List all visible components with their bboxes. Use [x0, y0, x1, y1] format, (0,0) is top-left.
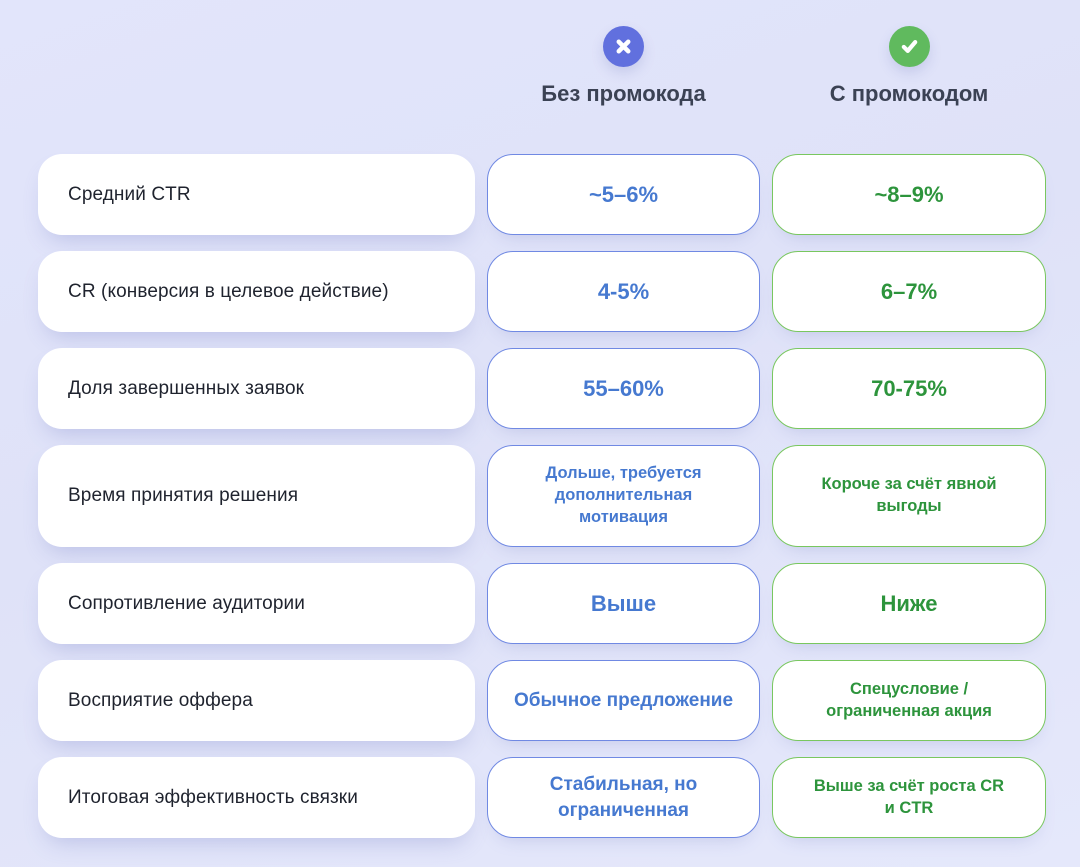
- value-with-decision-time: Короче за счёт явной выгоды: [772, 445, 1046, 547]
- row-label-decision-time: Время принятия решения: [38, 445, 475, 547]
- value-without-completed-share: 55–60%: [487, 348, 760, 429]
- value-without-overall-effectiveness: Стабильная, но ограниченная: [487, 757, 760, 838]
- value-with-avg-ctr: ~8–9%: [772, 154, 1046, 235]
- row-label-cr: CR (конверсия в целевое действие): [38, 251, 475, 332]
- value-with-overall-effectiveness: Выше за счёт роста CR и CTR: [772, 757, 1046, 838]
- row-label-overall-effectiveness: Итоговая эффективность связки: [38, 757, 475, 838]
- cross-circle-icon: [603, 26, 644, 67]
- header-with-label: С промокодом: [829, 81, 989, 106]
- value-with-cr: 6–7%: [772, 251, 1046, 332]
- value-with-completed-share: 70-75%: [772, 348, 1046, 429]
- value-without-cr: 4-5%: [487, 251, 760, 332]
- comparison-table: Средний CTR ~5–6% ~8–9% CR (конверсия в …: [38, 154, 1047, 838]
- table-header: Без промокода С промокодом: [38, 0, 1047, 130]
- value-without-offer-perception: Обычное предложение: [487, 660, 760, 741]
- header-with-promo: С промокодом: [772, 26, 1046, 130]
- value-with-offer-perception: Спецусловие / ограниченная акция: [772, 660, 1046, 741]
- header-without-label: Без промокода: [541, 81, 706, 106]
- check-circle-icon: [888, 26, 930, 67]
- row-label-offer-perception: Восприятие оффера: [38, 660, 475, 741]
- header-without-promo: Без промокода: [487, 26, 760, 130]
- row-label-audience-resistance: Сопротивление аудитории: [38, 563, 475, 644]
- header-spacer: [38, 26, 475, 130]
- value-with-audience-resistance: Ниже: [772, 563, 1046, 644]
- value-without-audience-resistance: Выше: [487, 563, 760, 644]
- value-without-avg-ctr: ~5–6%: [487, 154, 760, 235]
- value-without-decision-time: Дольше, требуется дополнительная мотивац…: [487, 445, 760, 547]
- row-label-completed-share: Доля завершенных заявок: [38, 348, 475, 429]
- row-label-avg-ctr: Средний CTR: [38, 154, 475, 235]
